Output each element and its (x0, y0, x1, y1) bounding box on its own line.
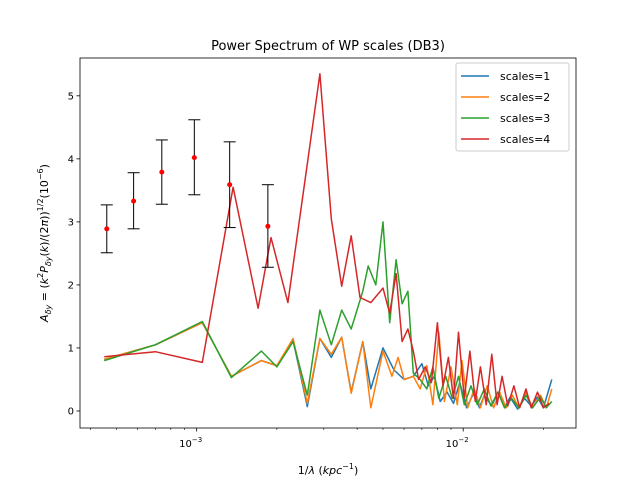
legend-entry-3: scales=3 (461, 112, 550, 125)
error-bar-6 (261, 184, 274, 268)
legend-entry-1: scales=1 (461, 70, 550, 83)
error-point-6 (265, 223, 271, 229)
series-line-3 (103, 221, 553, 409)
y-tick-label-4: 4 (68, 154, 74, 165)
error-bar-4 (188, 119, 201, 196)
y-tick-label-2: 2 (68, 280, 74, 291)
legend-label-4: scales=4 (500, 133, 550, 146)
series-line-4 (104, 73, 550, 409)
error-point-1 (104, 226, 110, 232)
error-bar-5 (223, 141, 236, 229)
y-tick-label-5: 5 (68, 91, 74, 102)
error-point-3 (159, 169, 165, 175)
x-axis-label: 1/λ (kpc−1) (298, 462, 359, 477)
chart-title: Power Spectrum of WP scales (DB3) (211, 39, 445, 54)
legend-entry-2: scales=2 (461, 91, 550, 104)
error-bar-2 (127, 172, 140, 230)
error-bar-layer (100, 119, 274, 268)
error-bar-1 (100, 204, 113, 254)
svg-text:Aδy = (k2Pδy(k)/(2π))1/2(10−6): Aδy = (k2Pδy(k)/(2π))1/2(10−6) (36, 164, 53, 323)
x-tick-label-1: 10−2 (446, 436, 469, 450)
legend: scales=1 scales=2 scales=3 scales=4 (455, 62, 570, 152)
svg-text:1/λ (kpc−1): 1/λ (kpc−1) (298, 462, 359, 477)
y-tick-label-1: 1 (68, 343, 74, 354)
series-layer (103, 73, 553, 410)
legend-label-1: scales=1 (500, 70, 550, 83)
y-axis-label: Aδy = (k2Pδy(k)/(2π))1/2(10−6) (36, 164, 53, 323)
x-tick-label-0: 10−3 (179, 436, 202, 450)
legend-label-2: scales=2 (500, 91, 550, 104)
error-point-2 (131, 198, 137, 204)
y-tick-label-0: 0 (68, 406, 74, 417)
plot-frame (79, 57, 577, 429)
error-bar-3 (155, 139, 168, 205)
legend-entry-4: scales=4 (461, 133, 550, 146)
legend-label-3: scales=3 (500, 112, 550, 125)
error-point-5 (227, 182, 233, 188)
legend-box (455, 62, 570, 152)
y-tick-label-3: 3 (68, 217, 74, 228)
plot-area (79, 57, 577, 429)
ticks-layer: 0 1 2 3 4 5 10−3 10−2 (68, 91, 544, 450)
error-point-4 (191, 155, 197, 161)
